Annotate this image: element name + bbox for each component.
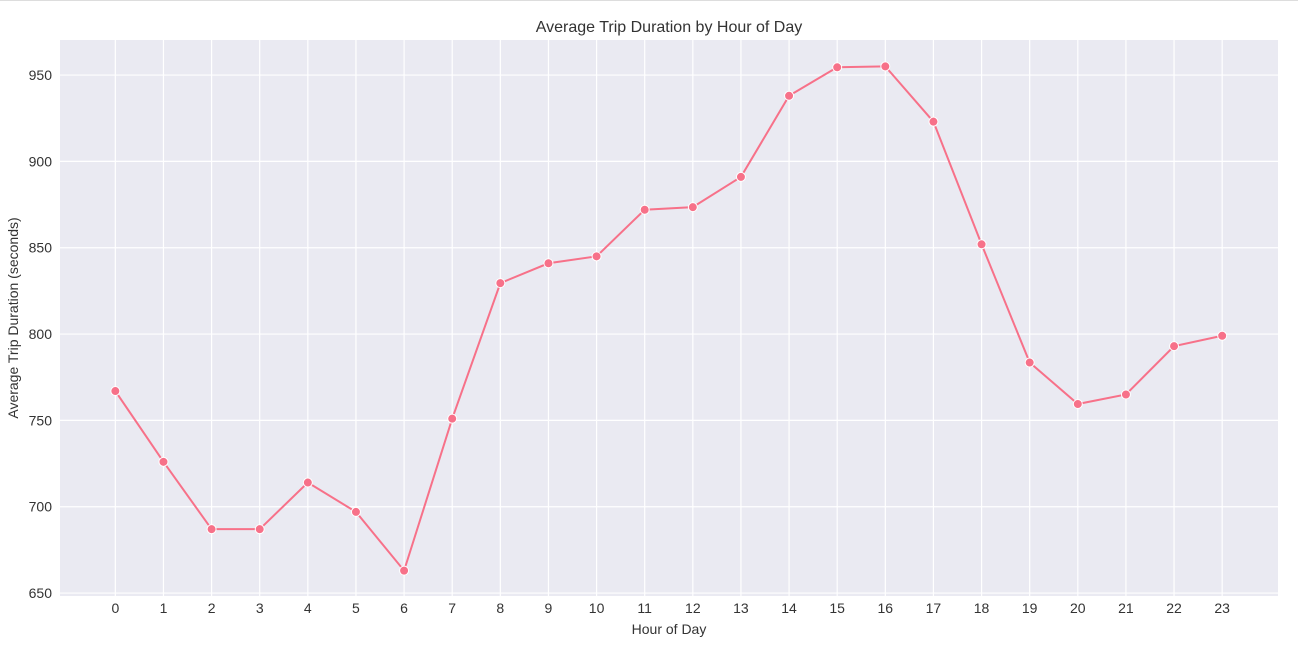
x-tick-label: 23 xyxy=(1214,600,1230,616)
x-tick-label: 20 xyxy=(1070,600,1086,616)
x-tick-label: 4 xyxy=(304,600,312,616)
data-point xyxy=(639,204,650,215)
data-point xyxy=(784,90,795,101)
x-axis-label: Hour of Day xyxy=(632,621,707,637)
data-point xyxy=(254,524,265,535)
data-point xyxy=(1169,341,1180,352)
data-point xyxy=(976,239,987,250)
x-tick-label: 9 xyxy=(545,600,553,616)
data-point xyxy=(1072,398,1083,409)
data-point xyxy=(880,61,891,72)
top-border xyxy=(0,0,1298,1)
x-tick-label: 8 xyxy=(496,600,504,616)
data-point xyxy=(928,116,939,127)
x-tick-label: 19 xyxy=(1022,600,1038,616)
x-tick-label: 0 xyxy=(111,600,119,616)
data-point xyxy=(1024,357,1035,368)
x-tick-label: 15 xyxy=(829,600,845,616)
x-tick-label: 11 xyxy=(637,600,652,616)
y-tick-label: 700 xyxy=(29,499,53,515)
x-tick-label: 17 xyxy=(926,600,942,616)
data-point xyxy=(206,524,217,535)
plot-area xyxy=(60,40,1278,596)
data-point xyxy=(543,258,554,269)
data-point xyxy=(158,456,169,467)
x-tick-label: 7 xyxy=(448,600,456,616)
x-tick-label: 1 xyxy=(160,600,168,616)
y-tick-label: 950 xyxy=(29,67,53,83)
y-tick-label: 900 xyxy=(29,153,53,169)
data-point xyxy=(591,251,602,262)
x-tick-label: 2 xyxy=(208,600,216,616)
x-tick-label: 16 xyxy=(878,600,894,616)
x-tick-label: 12 xyxy=(685,600,701,616)
data-point xyxy=(350,506,361,517)
data-point xyxy=(832,62,843,73)
x-tick-label: 3 xyxy=(256,600,264,616)
chart-title: Average Trip Duration by Hour of Day xyxy=(536,19,803,36)
x-tick-label: 5 xyxy=(352,600,360,616)
data-point xyxy=(1120,389,1131,400)
data-point xyxy=(1217,330,1228,341)
x-tick-label: 6 xyxy=(400,600,408,616)
series-line-group xyxy=(110,61,1228,576)
x-tick-label: 14 xyxy=(781,600,797,616)
y-tick-label: 650 xyxy=(29,585,53,601)
data-point xyxy=(495,278,506,289)
grid xyxy=(60,40,1278,596)
y-tick-label: 800 xyxy=(29,326,53,342)
series-line xyxy=(114,65,1223,573)
data-point xyxy=(399,565,410,576)
x-tick-label: 22 xyxy=(1166,600,1182,616)
x-tick-label: 18 xyxy=(974,600,990,616)
y-tick-label: 750 xyxy=(29,412,53,428)
y-axis-label: Average Trip Duration (seconds) xyxy=(5,217,21,418)
data-point xyxy=(447,413,458,424)
x-tick-label: 10 xyxy=(589,600,605,616)
x-tick-label: 21 xyxy=(1118,600,1134,616)
data-point xyxy=(110,386,121,397)
x-tick-label: 13 xyxy=(733,600,749,616)
data-point xyxy=(687,202,698,213)
y-tick-label: 850 xyxy=(29,240,53,256)
data-point xyxy=(735,171,746,182)
data-point xyxy=(302,477,313,488)
